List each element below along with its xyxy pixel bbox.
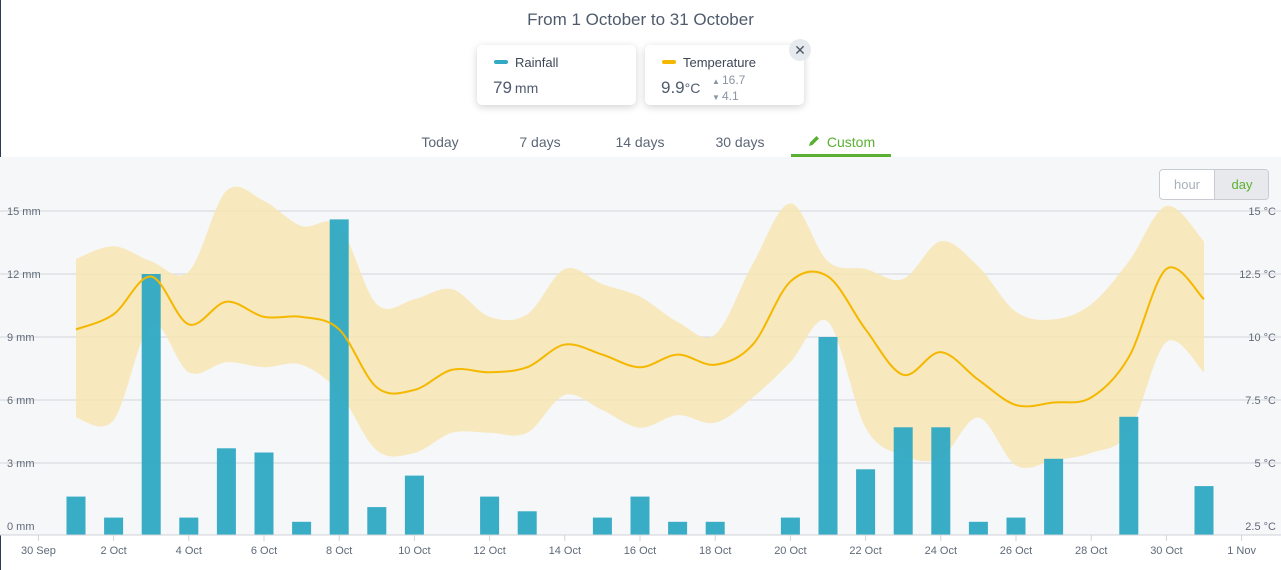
resolution-toggle: hour day (1159, 169, 1269, 200)
rainfall-bar (104, 517, 124, 535)
rainfall-bar (66, 496, 86, 535)
y-axis-labels: 0 mm 2.5 °C 3 mm 5 °C 6 mm 7.5 °C 9 mm 10 °C 12 … (7, 206, 1276, 533)
x-tick-label: 10 Oct (398, 545, 430, 557)
rainfall-bar (705, 521, 725, 535)
rainfall-bar (404, 475, 424, 535)
rainfall-bar (216, 448, 236, 535)
max-arrow-icon: ▲ (712, 77, 720, 86)
tab-custom-label: Custom (826, 134, 876, 150)
y-left-tick-label: 6 mm (7, 395, 35, 407)
x-axis: 30 Sep 2 Oct 4 Oct 6 Oct 8 Oct 10 Oct 12 Oct 14… (0, 534, 1281, 557)
tab-custom[interactable]: Custom (791, 134, 891, 150)
tab-30-days[interactable]: 30 days (715, 134, 765, 150)
rainfall-bar (179, 517, 199, 535)
x-tick-label: 24 Oct (925, 545, 957, 557)
rainfall-bar (931, 427, 951, 535)
y-right-tick-label: 10 °C (1248, 332, 1276, 344)
temperature-value: 9.9 (661, 78, 685, 97)
y-left-tick-label: 15 mm (7, 206, 41, 218)
y-left-tick-label: 0 mm (7, 521, 35, 533)
x-tick-label: 28 Oct (1075, 545, 1107, 557)
temperature-label: Temperature (683, 55, 756, 70)
y-left-tick-label: 9 mm (7, 332, 35, 344)
rainfall-bar (480, 496, 500, 535)
x-tick-label: 4 Oct (176, 545, 202, 557)
rainfall-bar (893, 427, 913, 535)
pencil-icon (808, 136, 819, 146)
rainfall-unit: mm (514, 80, 539, 96)
toggle-hour[interactable]: hour (1173, 177, 1201, 192)
close-icon[interactable]: ✕ (789, 39, 811, 61)
y-left-tick-label: 3 mm (7, 458, 35, 470)
active-tab-indicator (791, 154, 891, 157)
y-right-tick-label: 12.5 °C (1239, 269, 1276, 281)
temperature-line (75, 266, 1205, 408)
x-tick-label: 16 Oct (624, 545, 656, 557)
rainfall-bar (1194, 486, 1214, 535)
rainfall-bar (856, 469, 876, 535)
temperature-min: 4.1 (722, 89, 739, 103)
tab-today[interactable]: Today (421, 134, 459, 150)
rainfall-bar (1119, 416, 1139, 535)
rainfall-bar (780, 517, 800, 535)
rainfall-summary-card[interactable]: Rainfall 79 mm (477, 45, 636, 105)
x-tick-label: 12 Oct (473, 545, 505, 557)
temperature-summary-card[interactable]: Temperature 9.9°C ▲ 16.7 ▼ 4.1 (645, 45, 804, 105)
rainfall-bar (668, 521, 688, 535)
rainfall-bar (254, 452, 274, 535)
rainfall-bar (968, 521, 988, 535)
rainfall-label: Rainfall (515, 55, 559, 70)
rainfall-legend-swatch (494, 60, 508, 64)
temperature-legend-swatch (662, 60, 676, 64)
x-tick-label: 22 Oct (849, 545, 881, 557)
x-tick-label: 1 Nov (1227, 545, 1256, 557)
rainfall-total: 79 mm (493, 78, 538, 98)
rainfall-bar (592, 517, 612, 535)
temperature-range-band (76, 186, 1204, 469)
x-tick-label: 26 Oct (1000, 545, 1032, 557)
rainfall-bar (141, 274, 161, 535)
temperature-mean: 9.9°C (661, 78, 700, 98)
rainfall-bar (367, 507, 387, 535)
y-right-tick-label: 15 °C (1248, 206, 1276, 218)
min-arrow-icon: ▼ (712, 93, 720, 102)
tab-7-days[interactable]: 7 days (519, 134, 561, 150)
page-title: From 1 October to 31 October (527, 10, 754, 29)
y-right-tick-label: 2.5 °C (1245, 521, 1276, 533)
y-left-tick-label: 12 mm (7, 269, 41, 281)
toggle-day[interactable]: day (1214, 170, 1268, 199)
rainfall-bars (66, 219, 1214, 535)
x-tick-label: 8 Oct (326, 545, 352, 557)
x-tick-label: 6 Oct (251, 545, 277, 557)
temperature-max: 16.7 (722, 73, 746, 87)
weather-chart: 0 mm 2.5 °C 3 mm 5 °C 6 mm 7.5 °C 9 mm 10 °C 12 … (0, 186, 1281, 557)
x-tick-label: 18 Oct (699, 545, 731, 557)
temperature-range: ▲ 16.7 ▼ 4.1 (712, 73, 745, 105)
rainfall-bar (329, 219, 349, 535)
x-tick-label: 14 Oct (549, 545, 581, 557)
rainfall-value: 79 (493, 78, 512, 97)
rainfall-bar (818, 337, 838, 535)
rainfall-bar (517, 511, 537, 535)
x-tick-label: 30 Sep (21, 545, 56, 557)
rainfall-bar (292, 521, 312, 535)
x-tick-label: 2 Oct (100, 545, 126, 557)
temperature-unit: °C (684, 80, 701, 96)
y-right-tick-label: 5 °C (1254, 458, 1276, 470)
rainfall-bar (630, 496, 650, 535)
tab-14-days[interactable]: 14 days (615, 134, 665, 150)
rainfall-bar (1006, 517, 1026, 535)
x-tick-label: 20 Oct (774, 545, 806, 557)
y-right-tick-label: 7.5 °C (1245, 395, 1276, 407)
rainfall-bar (1044, 458, 1064, 535)
x-tick-label: 30 Oct (1150, 545, 1182, 557)
period-tabs: Today 7 days 14 days 30 days Custom (0, 130, 1281, 157)
